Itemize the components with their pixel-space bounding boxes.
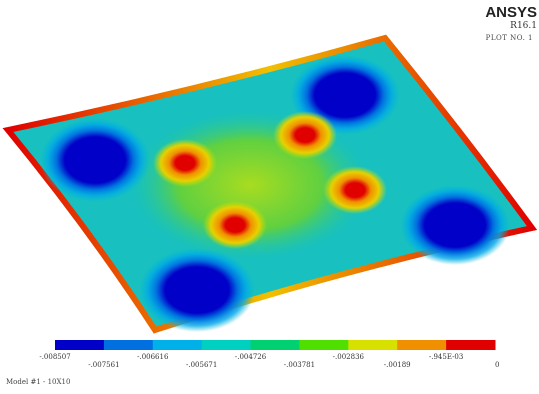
blue-region (139, 248, 255, 332)
legend-label: -.003781 (284, 361, 315, 369)
legend-swatch (202, 340, 251, 350)
legend-swatch (446, 340, 495, 350)
red-region (153, 139, 217, 187)
legend-swatch (299, 340, 348, 350)
blue-region (40, 118, 150, 202)
legend-swatch (104, 340, 153, 350)
legend-label: 0 (495, 361, 499, 369)
red-region (273, 111, 337, 159)
screenshot: -.008507 -.007561 -.006616 -.005671 -.004726… (0, 0, 539, 394)
red-region (203, 201, 267, 249)
legend: -.008507 -.007561 -.006616 -.005671 -.004726… (39, 340, 499, 369)
legend-label: -.002836 (333, 353, 365, 361)
legend-swatch (153, 340, 202, 350)
red-region (323, 166, 387, 214)
legend-label: -.00189 (384, 361, 411, 369)
blue-region (400, 185, 510, 265)
plot-number: PLOT NO. 1 (486, 34, 533, 42)
contour-plot: -.008507 -.007561 -.006616 -.005671 -.004726… (0, 0, 539, 394)
brand: ANSYS (485, 4, 537, 21)
legend-label: -.004726 (235, 353, 267, 361)
release: R16.1 (510, 21, 537, 31)
legend-label: -.007561 (88, 361, 119, 369)
legend-swatch (251, 340, 300, 350)
legend-swatch (55, 340, 104, 350)
legend-label: -.005671 (186, 361, 217, 369)
legend-label: -.006616 (137, 353, 169, 361)
legend-label: -.945E-03 (429, 353, 463, 361)
legend-label: -.008507 (39, 353, 70, 361)
model-label: Model #1 - 10X10 (6, 378, 70, 386)
legend-swatch (348, 340, 397, 350)
legend-swatch (397, 340, 446, 350)
